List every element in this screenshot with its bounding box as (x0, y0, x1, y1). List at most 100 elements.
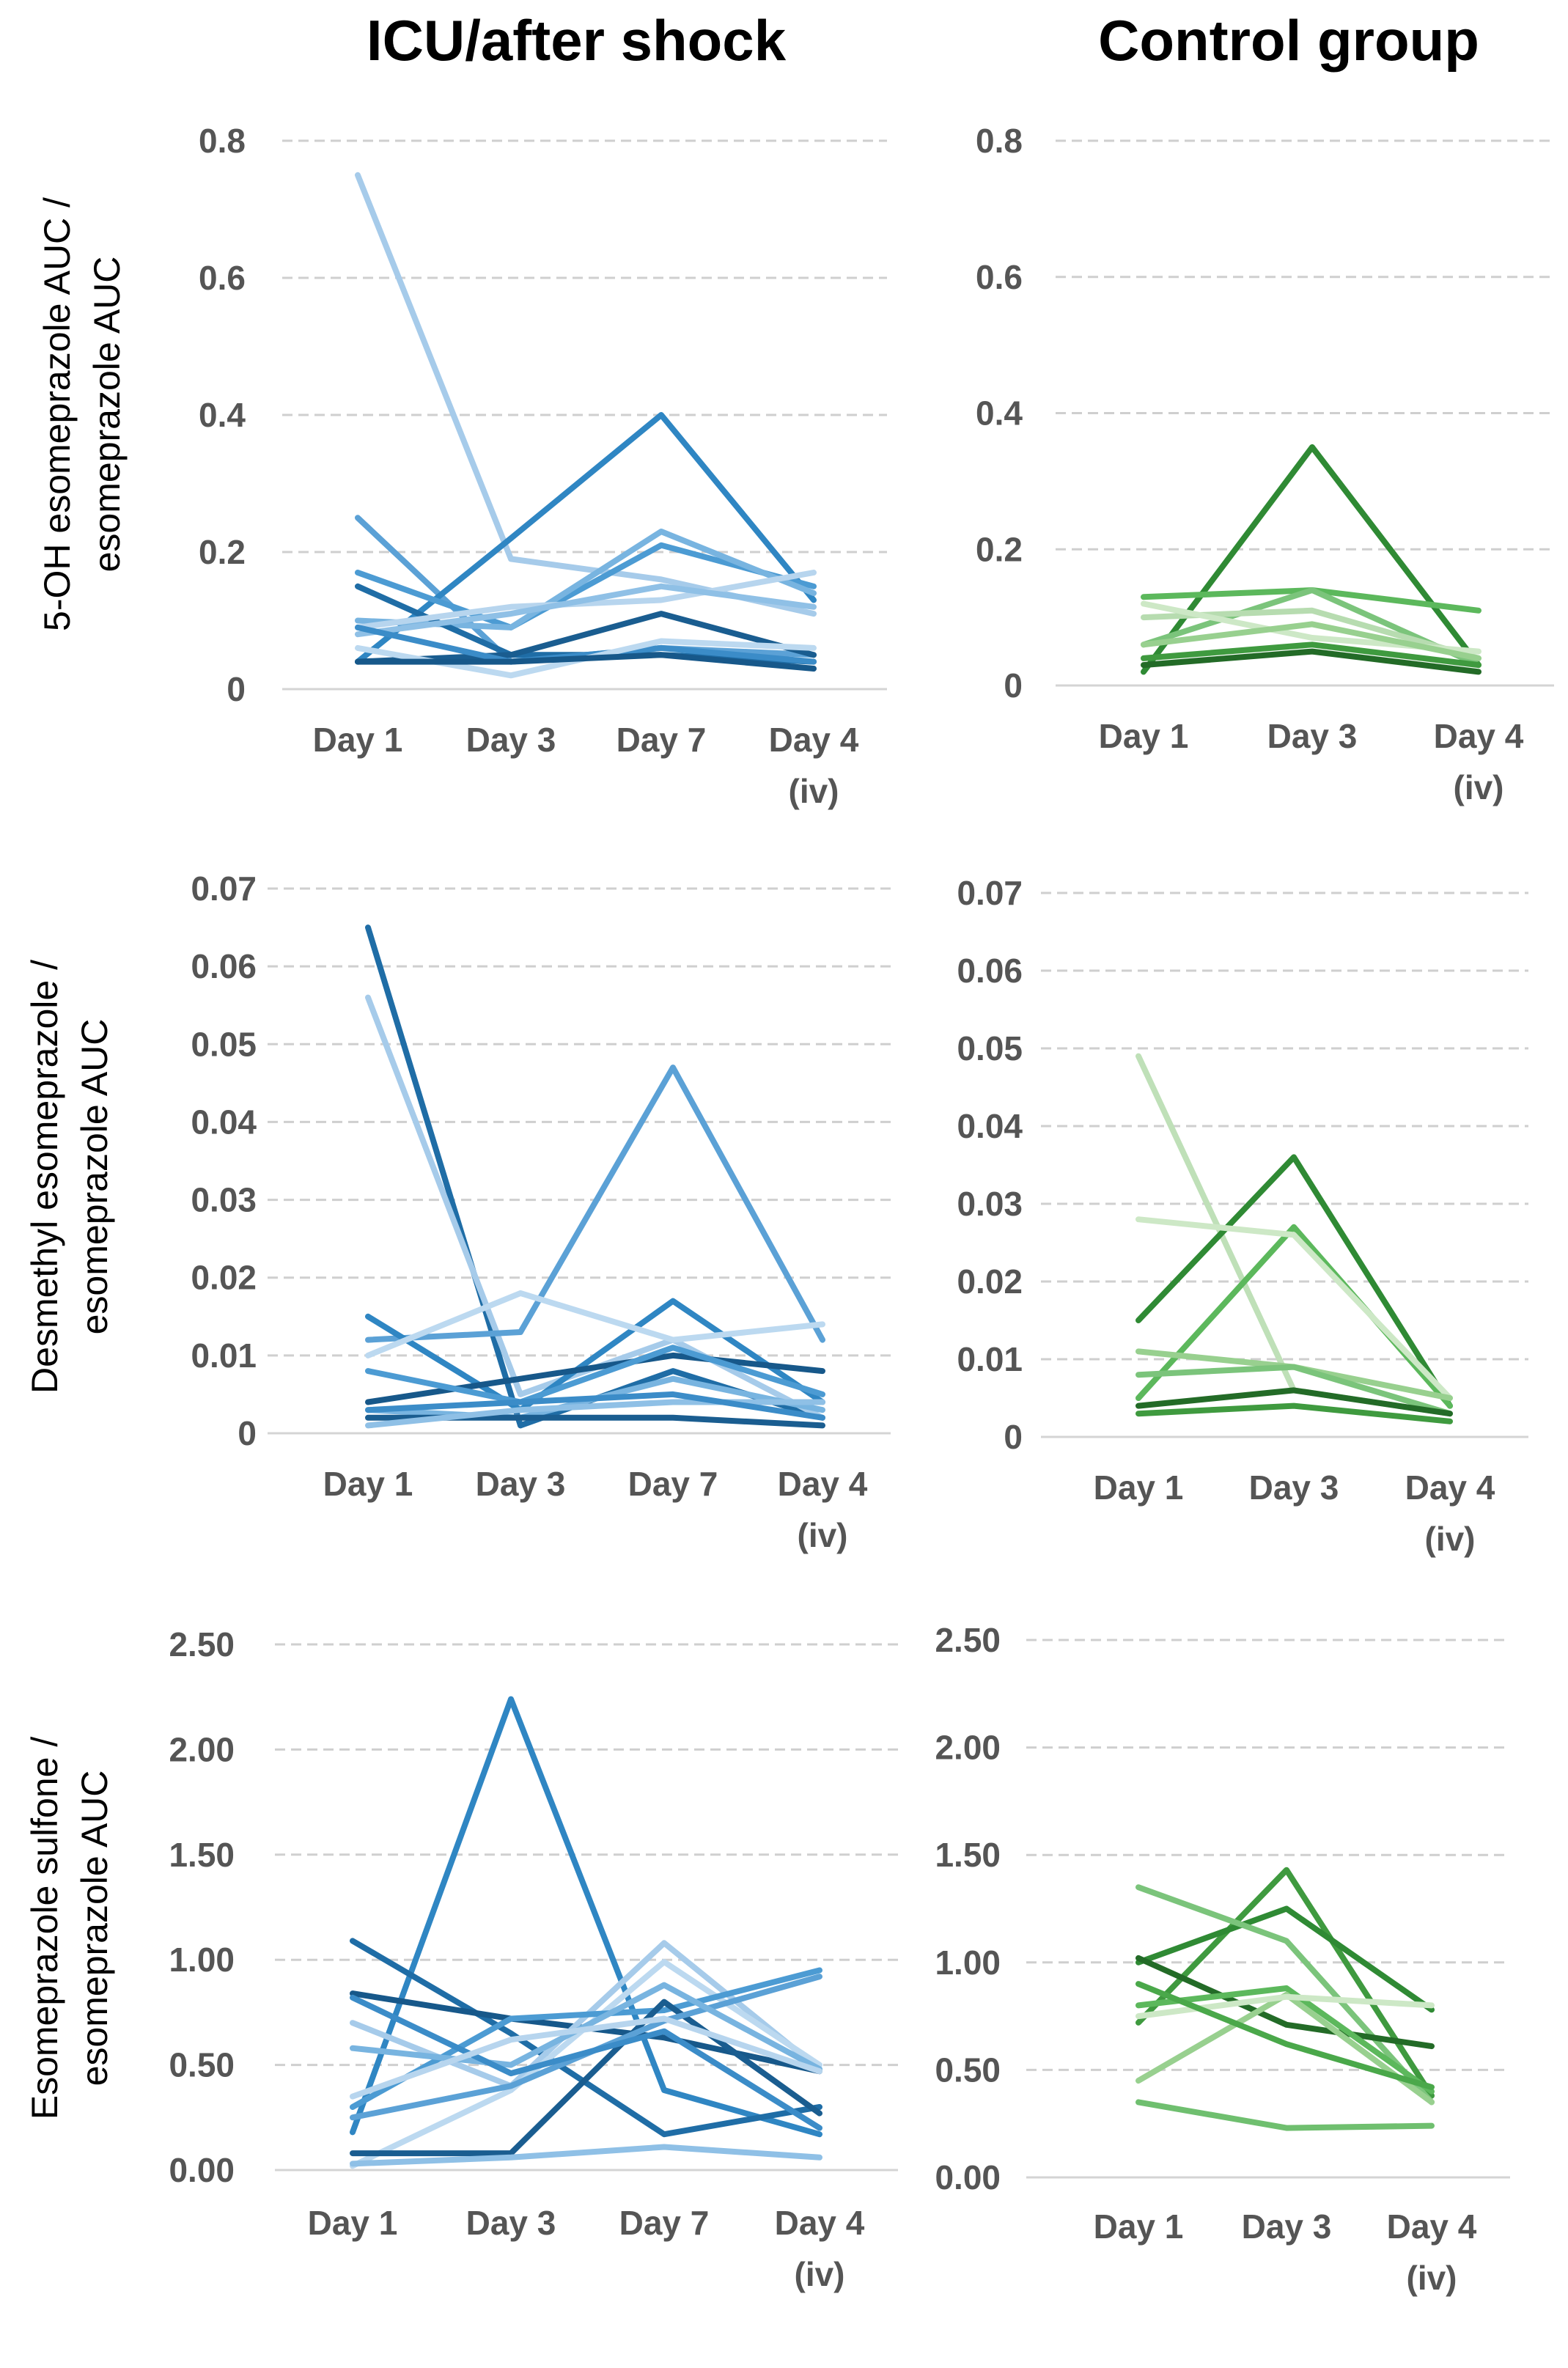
y-tick-label: 1.00 (169, 1941, 235, 1979)
row1-ylabel-line1: 5-OH esomeprazole AUC / (37, 197, 78, 631)
y-tick-label: 0.06 (957, 952, 1023, 990)
y-tick-label: 0.07 (957, 874, 1023, 912)
series-line-8 (1135, 1981, 1435, 2090)
y-tick-label: 0.02 (957, 1262, 1023, 1301)
series-line-8 (355, 583, 817, 638)
x-tick-label: Day 3 (1242, 2207, 1332, 2246)
chart-panel-5: 0.00 0.50 1.00 1.50 2.00 2.50 Day 1 Day 3 Day 7 D… (169, 1625, 898, 2293)
x-tick-label: Day 3 (1267, 717, 1358, 755)
series-line-3 (1135, 1224, 1453, 1409)
x-tick-label: Day 1 (1094, 1468, 1184, 1507)
x-tick-label: Day 3 (466, 2204, 556, 2242)
series-line-4 (365, 1298, 825, 1413)
x-tick-label: Day 4 (1405, 1468, 1495, 1507)
x-tick-label: (iv) (795, 2255, 845, 2293)
y-tick-label: 0.2 (199, 533, 246, 571)
chart-panel-6: 0.00 0.50 1.00 1.50 2.00 2.50 Day 1 Day 3 Day 4 (… (935, 1621, 1510, 2297)
x-tick-label: Day 7 (628, 1465, 718, 1503)
x-tick-label: Day 3 (466, 721, 556, 759)
y-tick-label: 0.8 (976, 122, 1023, 160)
series-line-10 (355, 624, 817, 665)
y-tick-label: 2.50 (169, 1625, 235, 1663)
x-tick-label: Day 4 (1387, 2207, 1477, 2246)
y-tick-label: 0.6 (976, 258, 1023, 296)
chart-panel-1: 0 0.2 0.4 0.6 0.8 Day 1 Day 3 Day 7 Day 4 (iv) (199, 122, 887, 810)
y-tick-label: 1.50 (169, 1836, 235, 1874)
series-line-1 (1135, 1867, 1435, 2099)
row1-ylabel-line2: esomeprazole AUC (87, 257, 128, 573)
series-line-6 (1141, 641, 1481, 669)
series-line-9 (355, 611, 817, 665)
plots: 0 0.2 0.4 0.6 0.8 Day 1 Day 3 Day 7 Day 4 (iv) 0 0.… (169, 122, 1554, 2297)
y-tick-label: 0.04 (957, 1107, 1023, 1145)
series-line-11 (350, 2144, 822, 2167)
x-tick-label: Day 4 (775, 2204, 865, 2242)
x-tick-label: (iv) (1425, 1520, 1476, 1558)
series-line-10 (365, 1399, 825, 1429)
x-tick-label: Day 7 (619, 2204, 710, 2242)
series-line-7 (350, 1999, 822, 2157)
series-line-7 (365, 1345, 825, 1405)
y-tick-label: 0.2 (976, 530, 1023, 568)
x-tick-label: (iv) (1407, 2259, 1457, 2297)
y-tick-label: 0.50 (935, 2051, 1001, 2089)
row2-ylabel-line2: esomeprazole AUC (74, 1019, 115, 1335)
y-tick-label: 0.04 (191, 1103, 257, 1141)
chart-panel-2: 0 0.2 0.4 0.6 0.8 Day 1 Day 3 Day 4 (iv) (976, 122, 1554, 806)
y-tick-label: 1.50 (935, 1836, 1001, 1874)
x-tick-label: Day 3 (476, 1465, 566, 1503)
series-line-10 (350, 1994, 822, 2131)
y-tick-label: 0.05 (191, 1025, 257, 1063)
series-line-5 (365, 1290, 825, 1358)
y-tick-label: 0.00 (935, 2158, 1001, 2196)
series-line-7 (1135, 1387, 1453, 1417)
series-line-12 (350, 2015, 822, 2100)
column-title-icu: ICU/after shock (367, 8, 787, 73)
series-line-3 (365, 1065, 825, 1343)
series-line-7 (1141, 648, 1481, 675)
x-tick-label: Day 4 (1434, 717, 1524, 755)
x-tick-label: (iv) (789, 772, 839, 810)
x-tick-label: Day 3 (1249, 1468, 1339, 1507)
y-tick-label: 0.05 (957, 1029, 1023, 1067)
x-tick-label: Day 1 (1094, 2207, 1184, 2246)
x-tick-label: Day 7 (616, 721, 707, 759)
series-line-9 (1135, 2099, 1435, 2131)
y-tick-label: 0.4 (976, 394, 1023, 433)
x-tick-label: Day 1 (313, 721, 403, 759)
y-tick-label: 0.01 (191, 1336, 257, 1375)
y-tick-label: 2.50 (935, 1621, 1001, 1659)
y-tick-label: 0.07 (191, 869, 257, 908)
series-line-1 (350, 1696, 822, 2138)
series-line-3 (1135, 1884, 1435, 2106)
y-tick-label: 0 (227, 670, 246, 708)
x-tick-label: Day 4 (769, 721, 859, 759)
y-tick-label: 0.03 (957, 1185, 1023, 1223)
x-tick-label: (iv) (1454, 768, 1504, 806)
y-tick-label: 0.50 (169, 2046, 235, 2084)
y-tick-label: 0 (1004, 1418, 1023, 1456)
series-line-11 (365, 1391, 825, 1421)
y-tick-label: 0.03 (191, 1181, 257, 1219)
series-line-4 (1135, 1216, 1453, 1401)
x-tick-label: Day 1 (308, 2204, 398, 2242)
row3-ylabel-line2: esomeprazole AUC (74, 1771, 115, 2086)
y-tick-label: 1.00 (935, 1944, 1001, 1982)
y-tick-label: 0.4 (199, 396, 246, 434)
series-line-9 (350, 1982, 822, 2073)
y-tick-label: 0.01 (957, 1340, 1023, 1378)
x-tick-label: Day 1 (323, 1465, 413, 1503)
series-line-7 (355, 570, 817, 630)
y-tick-label: 0 (238, 1414, 257, 1452)
x-tick-label: Day 1 (1099, 717, 1189, 755)
series-line-6 (365, 1352, 825, 1405)
series-line-2 (1135, 1905, 1435, 2013)
series-line-6 (1135, 1364, 1453, 1417)
series-line-8 (1135, 1402, 1453, 1424)
x-tick-label: (iv) (798, 1516, 848, 1554)
y-tick-label: 0.06 (191, 947, 257, 985)
y-tick-label: 2.00 (935, 1729, 1001, 1767)
x-tick-label: Day 4 (778, 1465, 868, 1503)
series-line-5 (1135, 1985, 1435, 2095)
